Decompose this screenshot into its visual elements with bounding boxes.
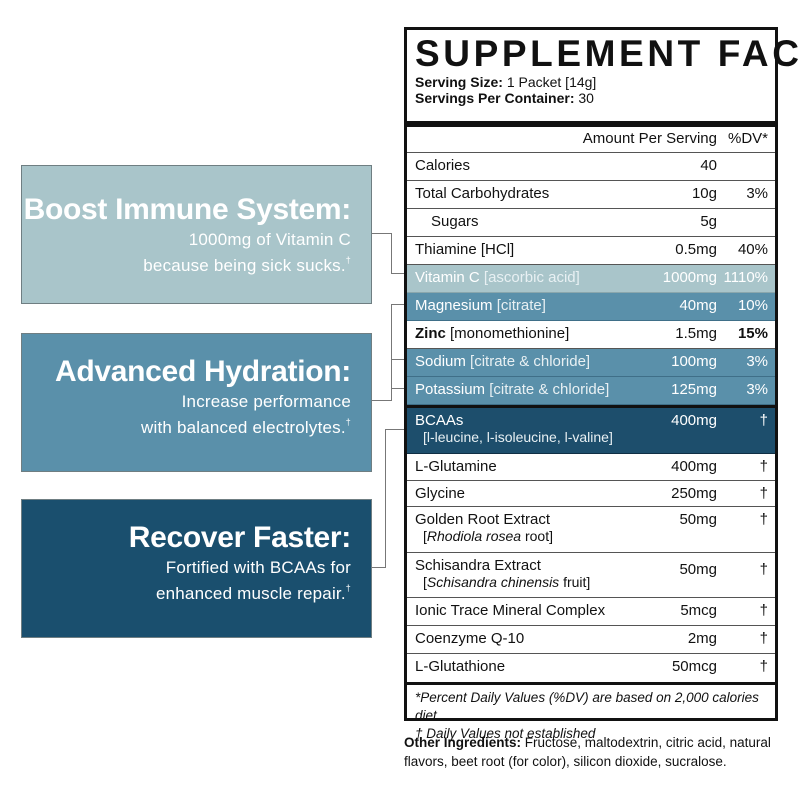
dv-header: %DV*	[727, 130, 768, 147]
amount-header: Amount Per Serving	[582, 130, 717, 147]
table-row: Glycine 250mg †	[407, 481, 775, 507]
table-row-highlight-recover: BCAAs [l-leucine, l-isoleucine, l-valine…	[407, 408, 775, 454]
table-row: Ionic Trace Mineral Complex 5mcg †	[407, 598, 775, 626]
table-row: Zinc [monomethionine] 1.5mg 15%	[407, 321, 775, 349]
callout-line: with balanced electrolytes.†	[140, 417, 351, 437]
table-row: Sugars 5g	[407, 209, 775, 237]
callout-line: 1000mg of Vitamin C	[188, 230, 351, 249]
table-row: L-Glutamine 400mg †	[407, 454, 775, 481]
column-header-row: Amount Per Serving %DV*	[407, 127, 775, 153]
table-row: Coenzyme Q-10 2mg †	[407, 626, 775, 654]
footnote-dv: *Percent Daily Values (%DV) are based on…	[415, 690, 759, 723]
callout-line: because being sick sucks.†	[143, 255, 351, 275]
servings-per-container: Servings Per Container: 30	[415, 90, 594, 106]
table-row: L-Glutathione 50mcg †	[415, 658, 768, 675]
callout-line: Fortified with BCAAs for	[165, 558, 351, 577]
footnote-dagger: † Daily Values not established	[415, 726, 596, 741]
table-row-highlight-hydration: Magnesium [citrate] 40mg 10%	[407, 293, 775, 321]
thick-divider	[407, 405, 775, 408]
facts-title: SUPPLEMENT FACTS	[415, 33, 800, 74]
thick-divider	[407, 121, 775, 127]
callout-title: Recover Faster:	[128, 521, 352, 554]
callout-advanced-hydration: Advanced Hydration: Increase performance…	[21, 333, 372, 472]
table-row-highlight-hydration: Potassium [citrate & chloride] 125mg 3%	[407, 377, 775, 405]
table-row: Calories 40	[407, 153, 775, 181]
table-row: Thiamine [HCl] 0.5mg 40%	[407, 237, 775, 265]
other-ingredients: Other Ingredients: Fructose, maltodextri…	[404, 733, 784, 771]
other-ingredients-text: Fructose, maltodextrin, citric acid, nat…	[404, 735, 771, 769]
footnotes: *Percent Daily Values (%DV) are based on…	[407, 685, 775, 747]
callout-line: Increase performance	[181, 392, 351, 411]
table-row-highlight-hydration: Sodium [citrate & chloride] 100mg 3%	[407, 349, 775, 377]
supplement-facts-panel: SUPPLEMENT FACTS Serving Size: 1 Packet …	[404, 27, 800, 741]
table-row: Golden Root Extract [Rhodiola rosea root…	[407, 507, 775, 553]
callout-boost-immune: Boost Immune System: 1000mg of Vitamin C…	[21, 165, 372, 304]
serving-size: Serving Size: 1 Packet [14g]	[415, 74, 597, 90]
callout-line: enhanced muscle repair.†	[155, 583, 351, 603]
table-row: Schisandra Extract [Schisandra chinensis…	[407, 553, 775, 598]
table-row: Total Carbohydrates 10g 3%	[407, 181, 775, 209]
callout-recover-faster: Recover Faster: Fortified with BCAAs for…	[21, 499, 372, 638]
thick-divider	[407, 682, 775, 685]
table-row-highlight-immune: Vitamin C [ascorbic acid] 1000mg 1110%	[407, 265, 775, 293]
callout-title: Boost Immune System:	[23, 193, 352, 226]
callout-title: Advanced Hydration:	[54, 355, 351, 388]
facts-header: SUPPLEMENT FACTS Serving Size: 1 Packet …	[407, 30, 800, 121]
other-ingredients-label: Other Ingredients:	[404, 735, 522, 750]
